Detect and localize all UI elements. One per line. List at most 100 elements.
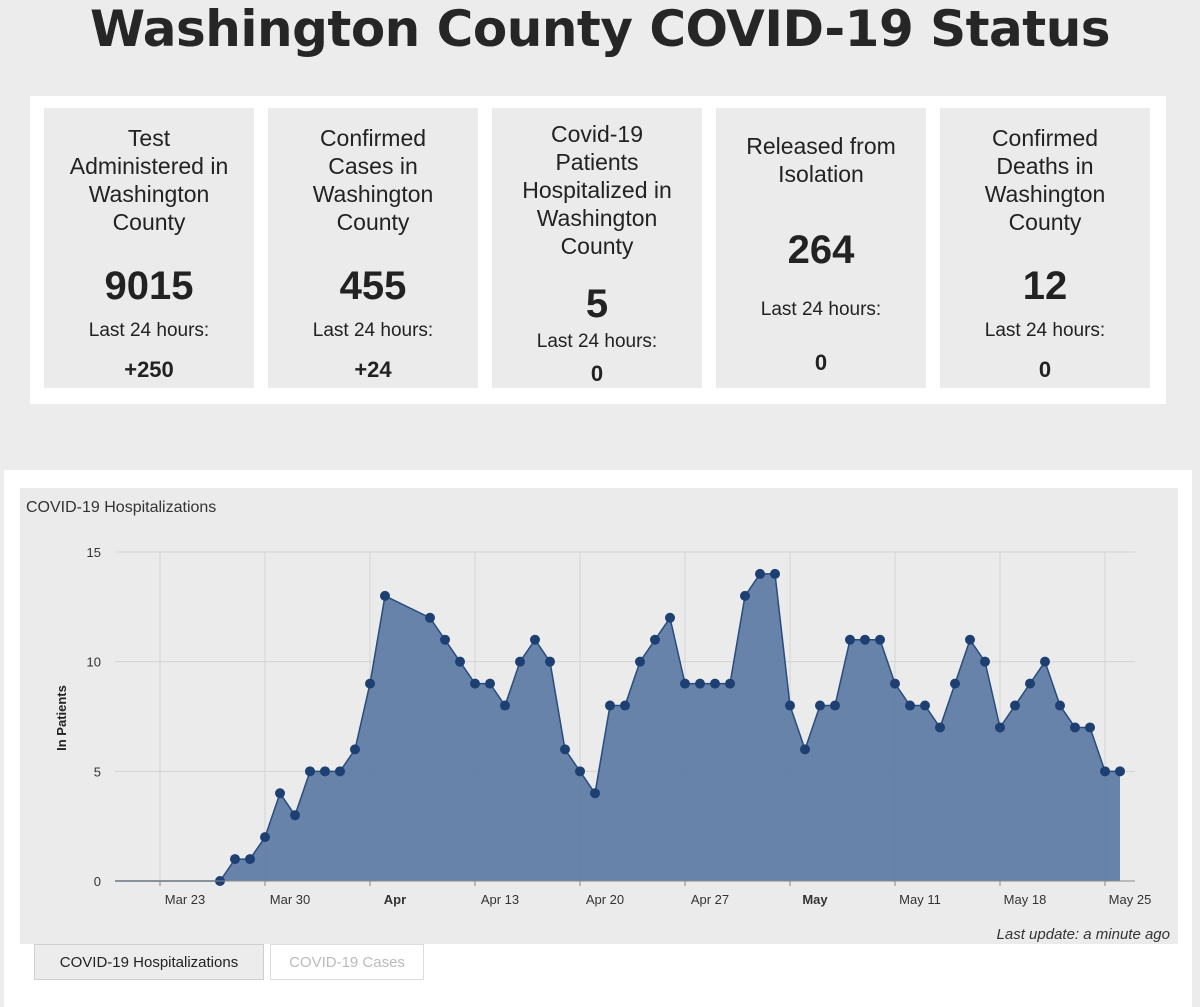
data-point — [1115, 766, 1125, 777]
data-point — [605, 700, 615, 711]
stat-value: 264 — [787, 228, 855, 272]
stat-title: Released from Isolation — [726, 132, 916, 188]
tab-covid-cases[interactable]: COVID-19 Cases — [270, 944, 424, 980]
y-tick-label: 10 — [87, 655, 101, 670]
data-point — [620, 700, 630, 711]
chart-container: COVID-19 Hospitalizations In Patients 0 5… — [20, 488, 1178, 944]
stats-panel: Test Administered in Washington County 9… — [30, 96, 1166, 404]
stat-sub-label: Last 24 hours: — [536, 331, 658, 352]
stat-title-line: Hospitalized in — [522, 177, 672, 203]
x-tick-label: Mar 30 — [270, 892, 310, 907]
x-tick-label: May — [802, 892, 828, 907]
data-point — [1070, 722, 1080, 733]
data-point — [950, 678, 960, 689]
data-point — [980, 656, 990, 667]
x-tick-label: Mar 23 — [165, 892, 205, 907]
data-point — [260, 832, 270, 843]
stat-value: 455 — [339, 264, 407, 308]
stat-title-line: Confirmed — [319, 125, 427, 151]
data-point — [275, 788, 285, 799]
y-tick-label: 15 — [87, 545, 101, 560]
stat-title-line: Washington — [88, 181, 210, 207]
data-point — [530, 634, 540, 645]
data-point — [575, 766, 585, 777]
stat-delta: +24 — [354, 357, 392, 382]
stat-delta: +250 — [124, 357, 174, 382]
data-point — [245, 854, 255, 865]
stat-value: 12 — [1022, 264, 1068, 308]
data-point — [1010, 700, 1020, 711]
data-point — [230, 854, 240, 865]
data-point — [665, 612, 675, 623]
stat-title-line: County — [560, 233, 634, 259]
stat-title-line: County — [112, 209, 186, 235]
data-point — [800, 744, 810, 755]
data-point — [290, 810, 300, 821]
stat-title-line: Administered in — [69, 153, 229, 179]
data-point — [425, 612, 435, 623]
page-title: Washington County COVID-19 Status — [89, 0, 1111, 58]
x-tick-label: Apr 13 — [481, 892, 519, 907]
chart-panel: COVID-19 Hospitalizations In Patients 0 5… — [4, 470, 1192, 1007]
series-layer — [115, 568, 1125, 886]
stat-title-line: Confirmed — [991, 125, 1099, 151]
area-fill — [220, 573, 1120, 881]
stat-title-line: Washington — [536, 205, 658, 231]
data-point — [695, 678, 705, 689]
data-point — [845, 634, 855, 645]
stat-title: Covid-19 Patients Hospitalized in Washin… — [502, 120, 692, 260]
stat-title: Confirmed Cases in Washington County — [278, 124, 468, 236]
hospitalizations-chart: COVID-19 Hospitalizations In Patients 0 5… — [26, 499, 1152, 907]
data-point — [815, 700, 825, 711]
data-point — [365, 678, 375, 689]
data-point — [320, 766, 330, 777]
data-point — [770, 568, 780, 579]
x-tick-label: Apr — [384, 892, 406, 907]
data-point — [935, 722, 945, 733]
data-point — [995, 722, 1005, 733]
data-point — [755, 568, 765, 579]
stat-title-line: County — [336, 209, 410, 235]
data-point — [500, 700, 510, 711]
data-point — [470, 678, 480, 689]
axis-layer: 0 5 10 15 Mar 23 Mar 30 Apr Apr 13 Apr 20 Apr 27 M… — [87, 545, 1152, 907]
stat-title-line: Washington — [312, 181, 434, 207]
stat-sub-label: Last 24 hours: — [88, 320, 210, 341]
x-tick-label: Apr 20 — [586, 892, 624, 907]
stat-sub-label: Last 24 hours: — [984, 320, 1106, 341]
data-point — [725, 678, 735, 689]
data-point — [305, 766, 315, 777]
x-tick-label: Apr 27 — [691, 892, 729, 907]
stat-delta: 0 — [1038, 357, 1052, 382]
stat-card-hospitalized: Covid-19 Patients Hospitalized in Washin… — [492, 108, 702, 388]
stat-delta: 0 — [814, 350, 828, 375]
data-point — [920, 700, 930, 711]
data-point — [1100, 766, 1110, 777]
stat-card-cases: Confirmed Cases in Washington County 455… — [268, 108, 478, 388]
stat-card-deaths: Confirmed Deaths in Washington County 12… — [940, 108, 1150, 388]
data-point — [335, 766, 345, 777]
data-point — [545, 656, 555, 667]
stat-title-line: County — [1008, 209, 1082, 235]
y-tick-label: 5 — [94, 764, 101, 779]
data-point — [860, 634, 870, 645]
data-point — [965, 634, 975, 645]
y-axis-label: In Patients — [54, 685, 69, 751]
data-point — [740, 590, 750, 601]
stat-title-line: Patients — [555, 149, 639, 175]
data-point — [440, 634, 450, 645]
stat-card-tests: Test Administered in Washington County 9… — [44, 108, 254, 388]
stat-title-line: Cases in — [328, 153, 418, 179]
data-point — [350, 744, 360, 755]
tab-covid-hospitalizations[interactable]: COVID-19 Hospitalizations — [34, 944, 264, 980]
data-point — [560, 744, 570, 755]
y-tick-label: 0 — [94, 874, 101, 889]
stat-card-released: Released from Isolation 264 Last 24 hour… — [716, 108, 926, 388]
data-point — [1085, 722, 1095, 733]
data-point — [905, 700, 915, 711]
data-point — [680, 678, 690, 689]
data-point — [890, 678, 900, 689]
data-point — [1025, 678, 1035, 689]
data-point — [710, 678, 720, 689]
x-tick-label: May 18 — [1004, 892, 1047, 907]
